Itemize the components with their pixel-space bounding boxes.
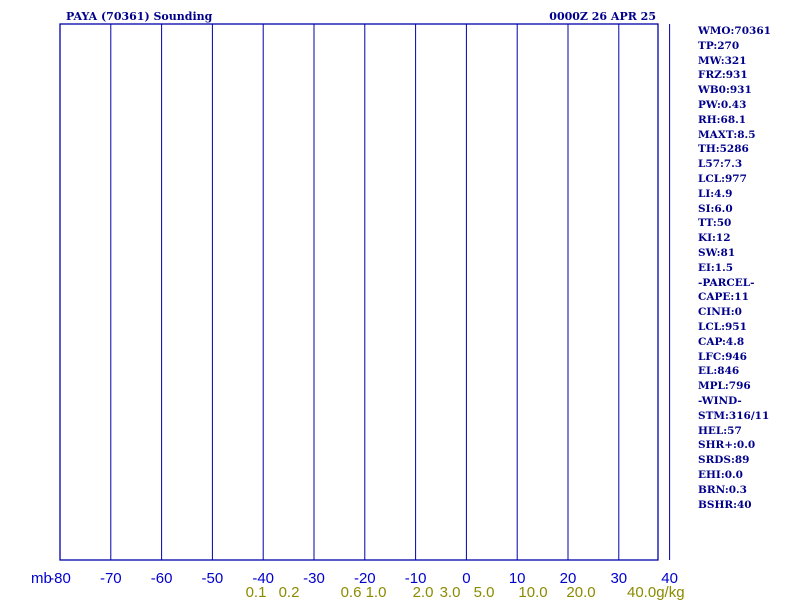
index-item: MPL:796 [698,380,751,393]
index-item: LI:4.9 [698,187,733,200]
index-item: RH:68.1 [698,113,747,126]
temperature-tick-label: 30 [610,570,627,587]
mixing-ratio-last-label: 40.0g/kg [627,584,685,600]
mixing-ratio-tick-label: 0.2 [279,584,300,600]
index-item: MW:321 [698,54,747,67]
index-item: LFC:946 [698,350,747,363]
sounding-time: 0000Z 26 APR 25 [549,10,656,23]
index-item: PW:0.43 [698,98,747,111]
index-item: WB0:931 [698,84,752,97]
index-item: -PARCEL- [698,276,755,289]
index-item: LCL:951 [698,320,747,333]
index-item: CAPE:11 [698,291,749,304]
index-item: SI:6.0 [698,202,733,215]
index-item: BSHR:40 [698,498,752,511]
index-item: EHI:0.0 [698,468,743,481]
index-item: BRN:0.3 [698,483,747,496]
index-panel: WMO:70361 TP:270 MW:321 FRZ:931 WB0:931 PW:0.… [698,24,798,512]
index-item: FRZ:931 [698,69,748,82]
axis-prefix-mb: mb [31,570,52,587]
mixing-ratio-tick-label: 0.1 [246,584,267,600]
axis-labels: 100200300400500600700800900100016050 m13… [31,570,685,600]
index-item: CINH:0 [698,306,742,319]
temperature-tick-label: -40 [252,570,274,587]
grid-lines [59,23,671,561]
index-item: CAP:4.8 [698,335,745,348]
index-item: MAXT:8.5 [698,128,756,141]
index-item: L57:7.3 [698,158,743,171]
index-item: TT:50 [698,217,732,230]
index-item: KI:12 [698,232,731,245]
temperature-tick-label: 10 [509,570,526,587]
mixing-ratio-tick-label: 2.0 [413,584,434,600]
index-item: LCL:977 [698,172,747,185]
index-item: SRDS:89 [698,454,750,467]
temperature-tick-label: 40 [661,570,678,587]
index-item: SW:81 [698,246,736,259]
index-item: EI:1.5 [698,261,734,274]
station-title: PAYA (70361) Sounding [66,10,213,23]
mixing-ratio-tick-label: 5.0 [474,584,495,600]
index-item: STM:316/11 [698,409,770,422]
mixing-ratio-tick-label: 3.0 [440,584,461,600]
index-item: SHR+:0.0 [698,439,756,452]
temperature-tick-label: -10 [405,570,427,587]
index-item: HEL:57 [698,424,742,437]
temperature-tick-label: -80 [49,570,71,587]
mixing-ratio-tick-label: 10.0 [518,584,547,600]
temperature-tick-label: -60 [151,570,173,587]
index-item: WMO:70361 [698,25,771,37]
index-item: TP:270 [698,39,740,52]
temperature-tick-label: -30 [303,570,325,587]
temperature-tick-label: 0 [462,570,470,587]
index-item: EL:846 [698,365,740,378]
mixing-ratio-tick-label: 0.6 [341,584,362,600]
temperature-tick-label: -20 [354,570,376,587]
temperature-tick-label: -50 [202,570,224,587]
temperature-tick-label: -70 [100,570,122,587]
index-item: TH:5286 [698,143,749,156]
mixing-ratio-tick-label: 1.0 [366,584,387,600]
index-item: -WIND- [698,394,742,407]
temperature-tick-label: 20 [560,570,577,587]
mixing-ratio-tick-label: 20.0 [566,584,595,600]
